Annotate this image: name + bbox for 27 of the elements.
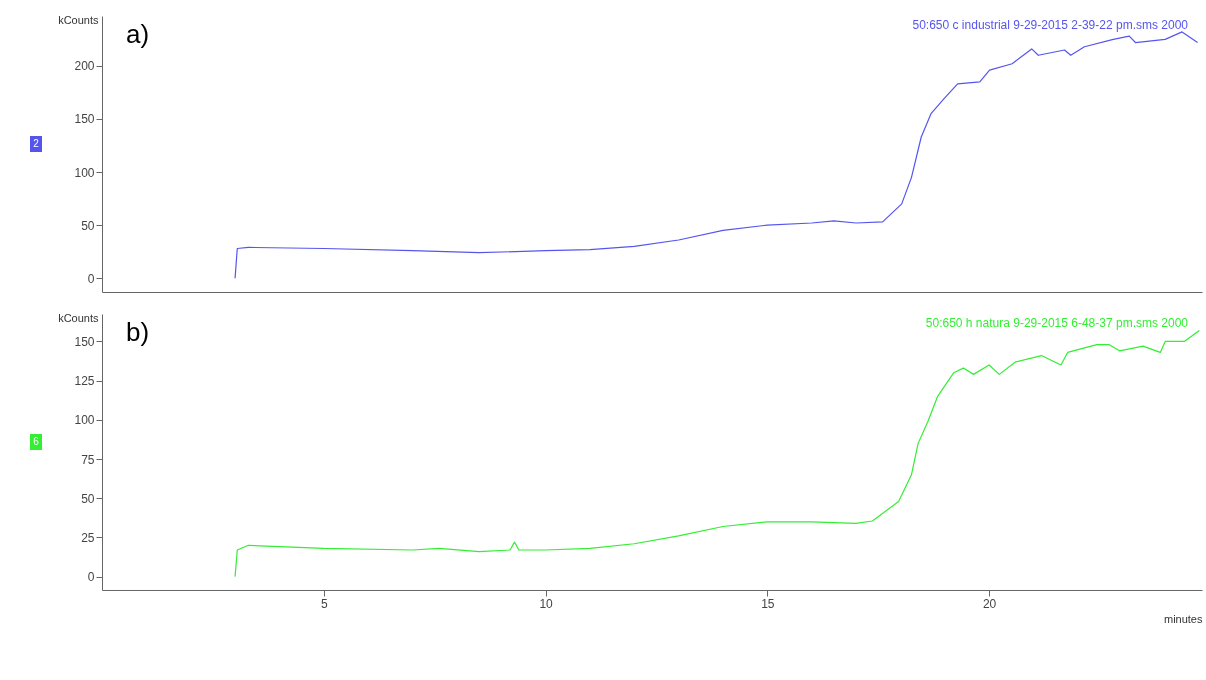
y-tick-label: 50: [81, 491, 95, 506]
y-tick-label: 0: [87, 570, 95, 585]
y-tick-label: 200: [74, 59, 95, 74]
series-label: 50:650 h natura 9-29-2015 6-48-37 pm.sms 2000: [925, 316, 1189, 330]
y-tick-label: 0: [87, 271, 95, 286]
annotation: a): [126, 19, 150, 49]
y-tick-label: 150: [74, 334, 95, 349]
x-tick-label: 15: [761, 596, 775, 611]
text: 6: [33, 436, 40, 447]
y-tick-label: 100: [74, 413, 95, 428]
line-series: [234, 329, 1200, 578]
y-tick-label: 25: [81, 530, 95, 545]
line-series: [234, 31, 1199, 279]
x-tick-label: 5: [320, 596, 328, 611]
y-tick-label: 75: [81, 452, 95, 467]
text: 2: [33, 138, 40, 149]
x-axis-title: minutes: [1163, 612, 1203, 625]
x-tick-label: 10: [539, 596, 554, 611]
annotation: b): [126, 317, 150, 347]
series-label: 50:650 c industrial 9-29-2015 2-39-22 pm.sms 2000: [912, 18, 1189, 32]
y-axis-title: kCounts: [58, 13, 99, 26]
y-tick-label: 150: [74, 112, 95, 127]
y-tick-label: 100: [74, 165, 95, 180]
y-axis-title: kCounts: [58, 311, 99, 324]
x-tick-label: 20: [982, 596, 997, 611]
y-tick-label: 125: [74, 374, 95, 389]
y-tick-label: 50: [81, 218, 95, 233]
